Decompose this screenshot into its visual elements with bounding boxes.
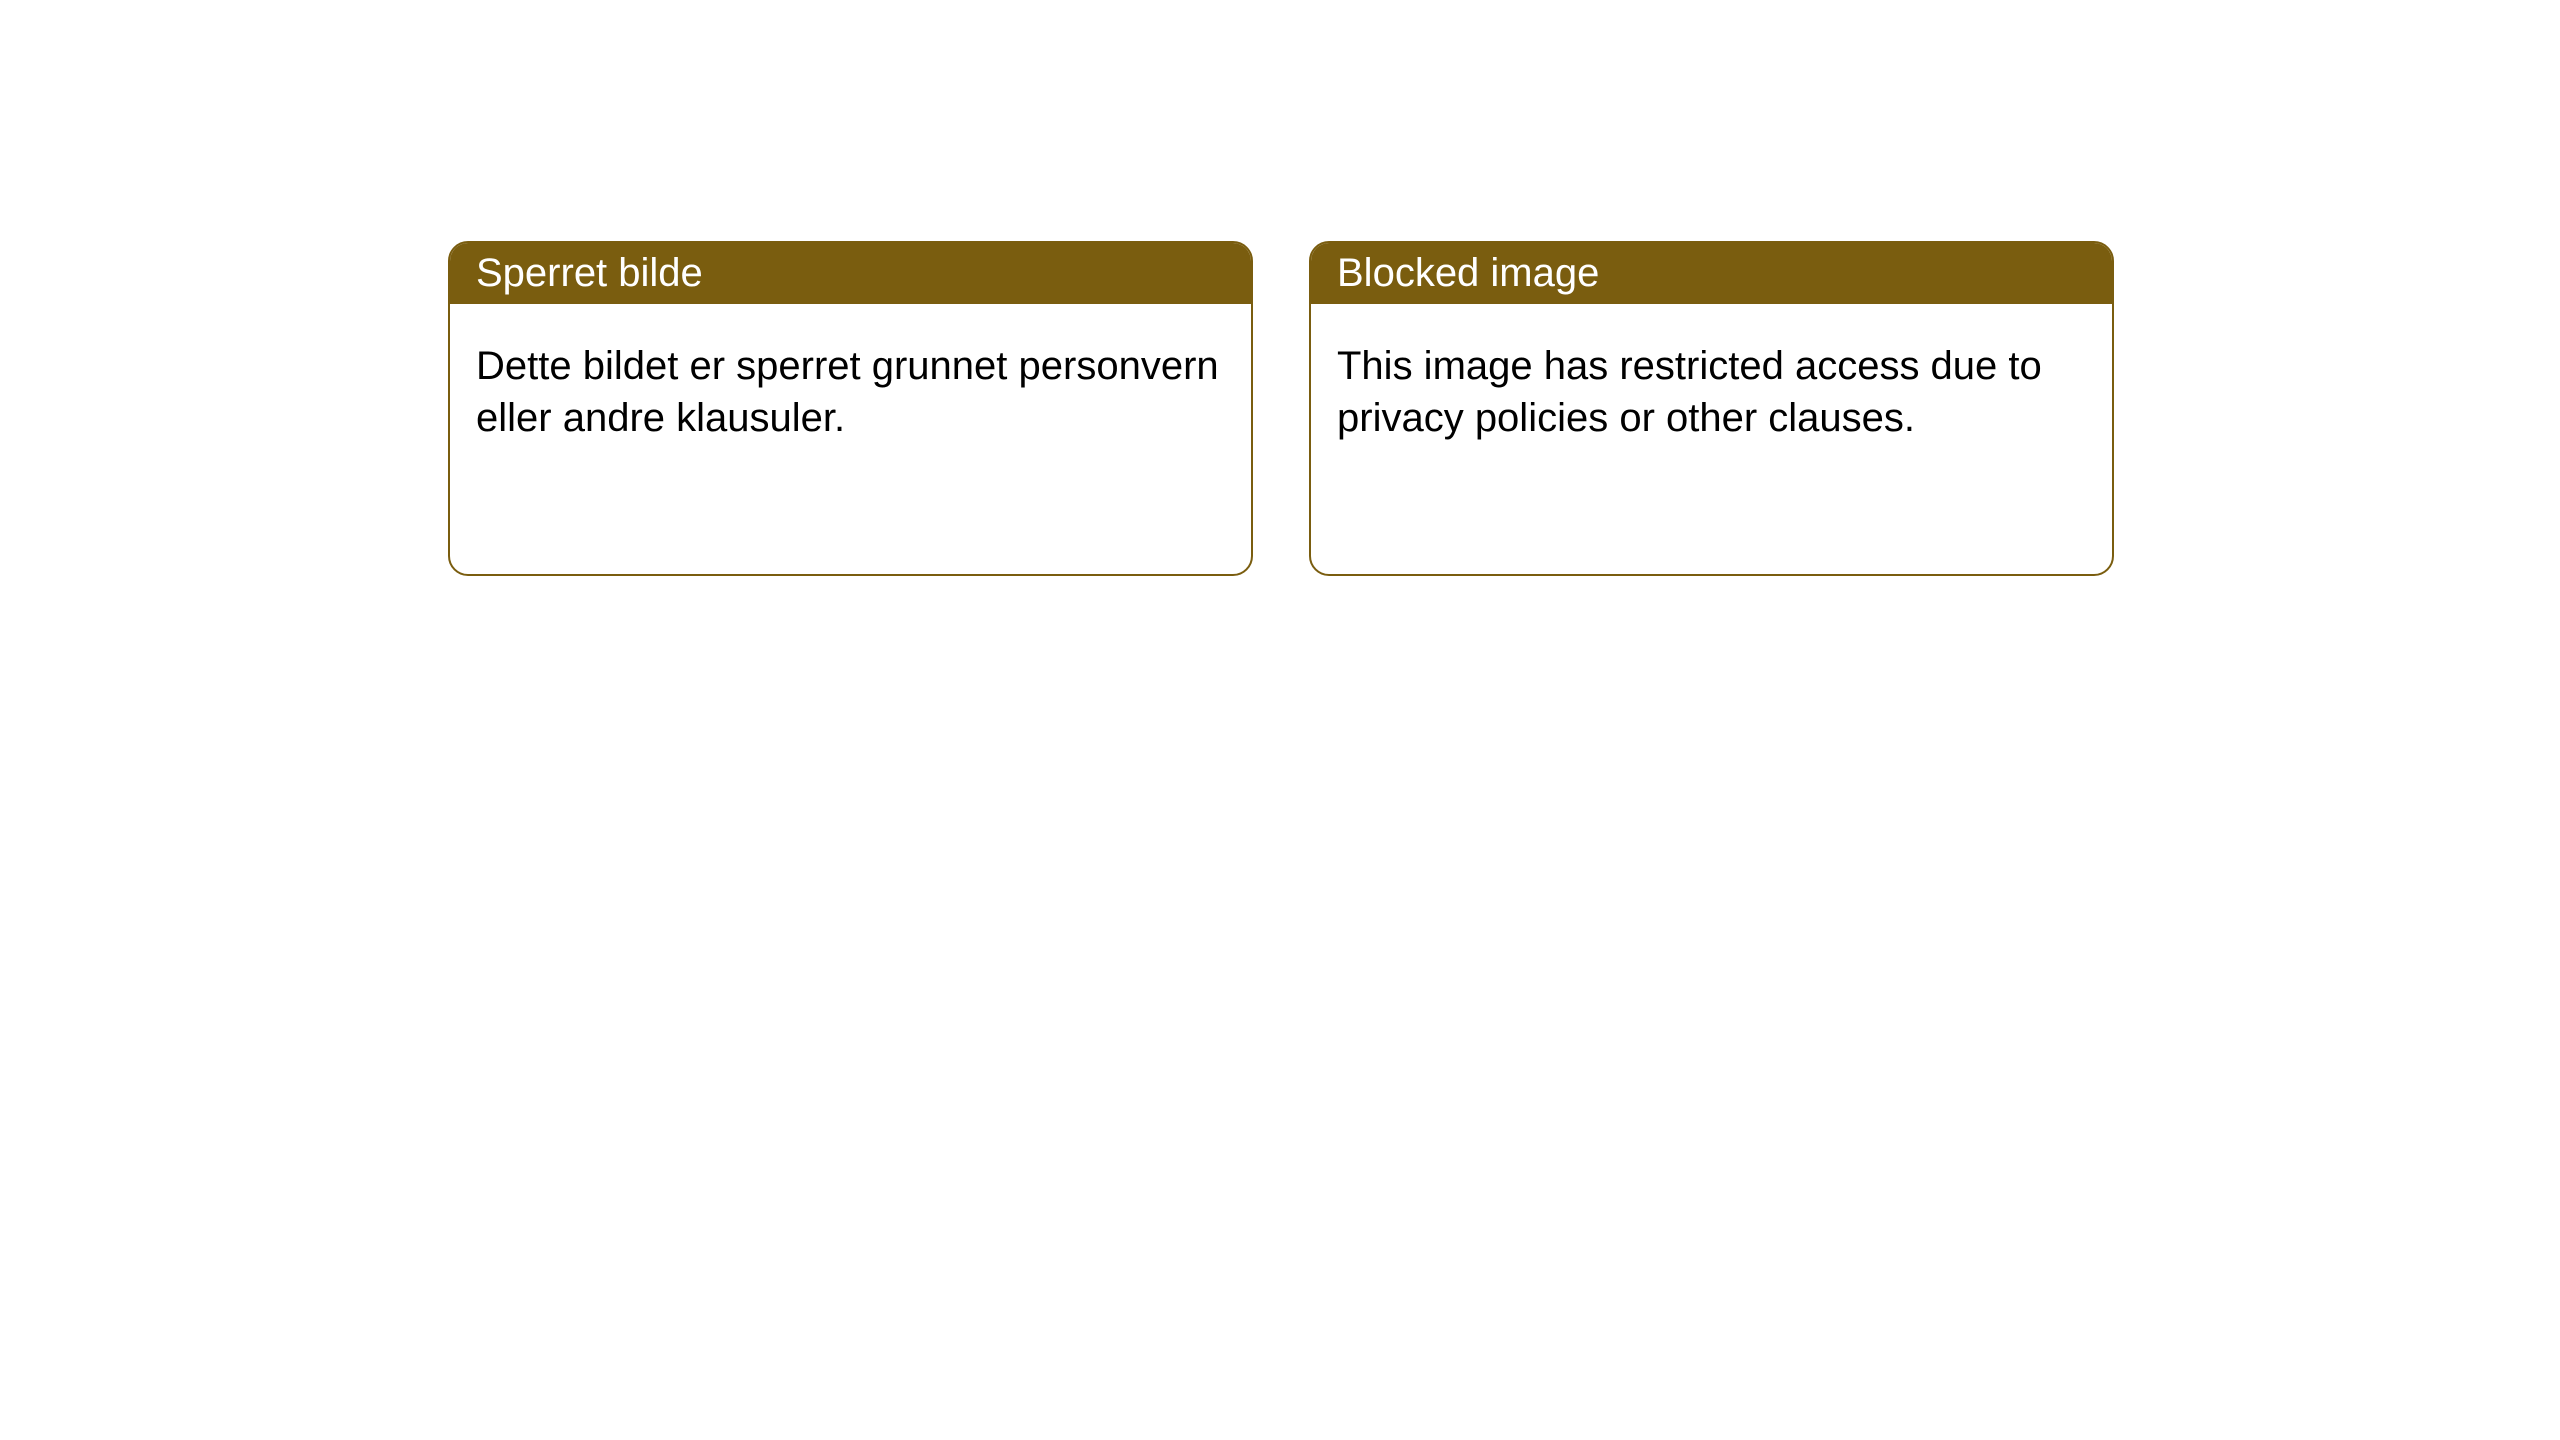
card-body: Dette bildet er sperret grunnet personve… [450,304,1251,480]
card-body: This image has restricted access due to … [1311,304,2112,480]
card-header: Blocked image [1311,243,2112,304]
blocked-image-card-english: Blocked image This image has restricted … [1309,241,2114,576]
card-header: Sperret bilde [450,243,1251,304]
card-body-text: This image has restricted access due to … [1337,344,2042,440]
blocked-image-card-norwegian: Sperret bilde Dette bildet er sperret gr… [448,241,1253,576]
card-title: Sperret bilde [476,251,703,295]
card-body-text: Dette bildet er sperret grunnet personve… [476,344,1219,440]
card-title: Blocked image [1337,251,1599,295]
cards-container: Sperret bilde Dette bildet er sperret gr… [0,0,2560,576]
